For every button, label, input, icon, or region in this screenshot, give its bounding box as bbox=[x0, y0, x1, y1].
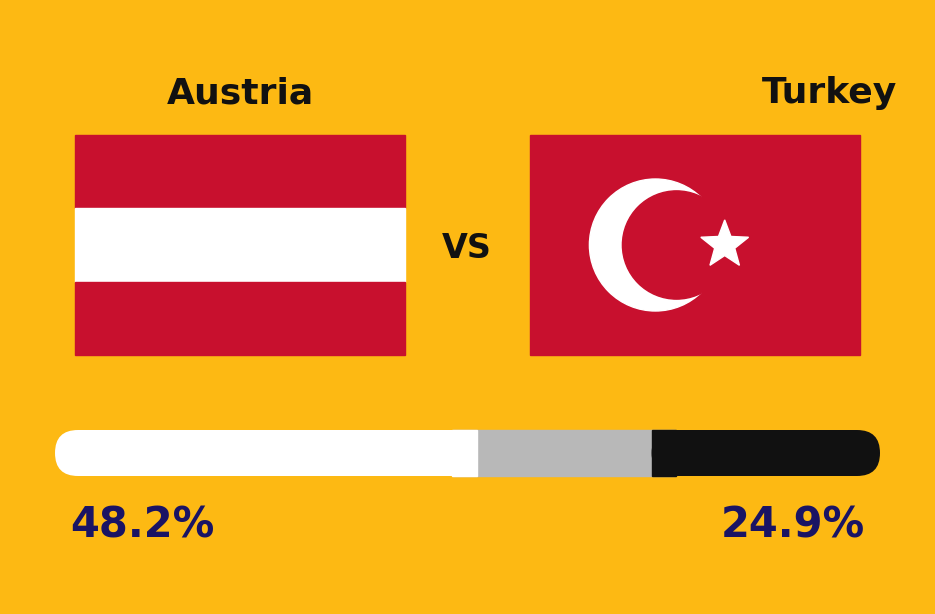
Bar bbox=[452, 430, 477, 476]
Circle shape bbox=[589, 179, 722, 311]
Text: Austria: Austria bbox=[166, 76, 313, 110]
Polygon shape bbox=[701, 220, 749, 265]
Circle shape bbox=[623, 191, 730, 299]
FancyBboxPatch shape bbox=[652, 430, 880, 476]
Bar bbox=[75, 135, 405, 208]
Text: 24.9%: 24.9% bbox=[721, 505, 865, 547]
Text: Turkey: Turkey bbox=[762, 76, 898, 110]
Bar bbox=[652, 430, 676, 476]
Text: VS: VS bbox=[442, 231, 492, 265]
FancyBboxPatch shape bbox=[55, 430, 476, 476]
Bar bbox=[453, 430, 674, 476]
Bar bbox=[75, 282, 405, 355]
Text: 48.2%: 48.2% bbox=[70, 505, 214, 547]
Bar bbox=[530, 135, 860, 355]
Bar bbox=[75, 208, 405, 282]
